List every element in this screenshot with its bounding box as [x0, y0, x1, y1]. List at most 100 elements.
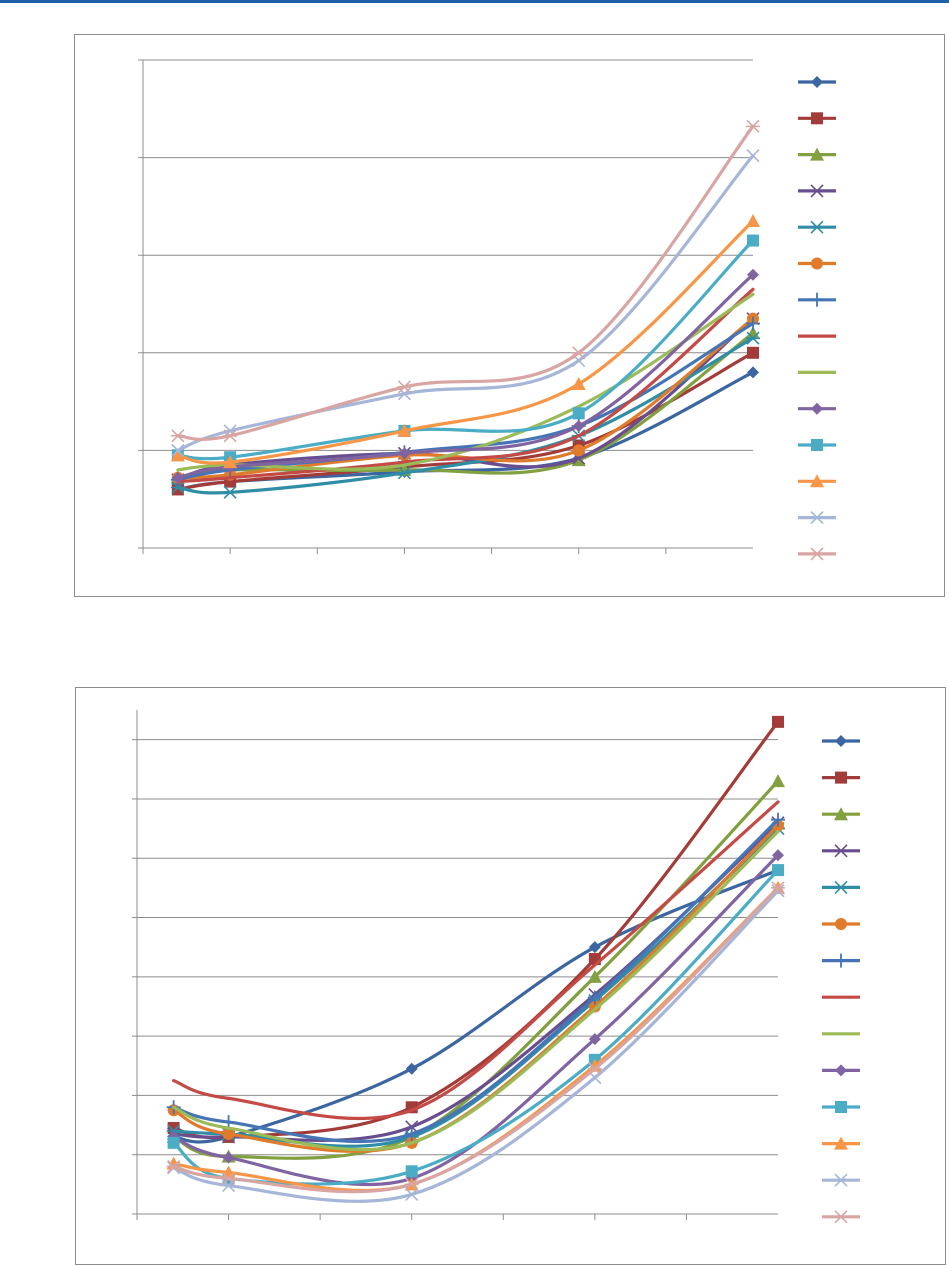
data-point — [166, 1159, 181, 1174]
chart-2-series-13 — [167, 884, 785, 1203]
chart-1-series-13 — [171, 149, 760, 457]
data-point — [747, 346, 759, 359]
series-line — [176, 154, 755, 452]
data-point — [404, 1177, 419, 1191]
legend-entry — [822, 735, 860, 747]
data-point — [746, 149, 760, 163]
data-point — [223, 455, 238, 469]
data-point — [772, 849, 784, 862]
legend-entry — [798, 474, 836, 488]
series-line — [172, 829, 780, 1152]
legend-marker — [834, 1210, 848, 1224]
legend-marker — [834, 1136, 848, 1150]
data-point — [747, 268, 759, 281]
data-point — [397, 466, 412, 480]
legend-marker — [834, 953, 848, 968]
data-point — [221, 1171, 236, 1185]
data-point — [587, 990, 602, 1005]
legend-marker — [811, 402, 823, 415]
data-point — [587, 1062, 602, 1076]
legend-marker — [834, 880, 848, 894]
legend-marker — [811, 257, 823, 270]
chart-2-series-2 — [167, 715, 784, 1143]
legend-marker — [810, 292, 824, 307]
legend-entry — [798, 547, 836, 561]
chart-2 — [132, 710, 860, 1224]
data-point — [170, 480, 185, 495]
legend-entry — [798, 292, 836, 307]
data-point — [222, 1127, 235, 1140]
legend-marker — [810, 147, 824, 161]
data-point — [571, 346, 586, 360]
legend-entry — [822, 953, 860, 968]
chart-1-frame — [74, 34, 945, 597]
legend-entry — [798, 257, 836, 270]
data-point — [772, 715, 784, 728]
legend-entry — [798, 147, 836, 161]
legend-marker — [810, 220, 824, 234]
data-point — [747, 366, 759, 379]
data-point — [397, 423, 412, 437]
legend-entry — [798, 511, 836, 525]
data-point — [771, 884, 785, 898]
data-point — [572, 444, 585, 457]
legend-marker — [834, 844, 848, 858]
data-point — [222, 1151, 235, 1164]
chart-2-gridlines — [132, 739, 778, 1156]
legend-marker — [835, 1064, 847, 1077]
data-point — [771, 812, 785, 827]
legend-entry — [798, 402, 836, 415]
legend-entry — [798, 184, 836, 198]
legend-entry — [822, 1064, 860, 1077]
chart-1 — [138, 59, 836, 561]
data-point — [167, 1136, 180, 1149]
legend-entry — [798, 439, 836, 451]
legend-entry — [822, 918, 860, 930]
legend-entry — [822, 1173, 860, 1187]
data-point — [588, 941, 601, 954]
chart-1-series-14 — [170, 119, 760, 443]
data-point — [170, 448, 185, 462]
data-point — [223, 485, 238, 499]
chart-1-series-12 — [170, 214, 760, 469]
legend-marker — [835, 918, 847, 930]
series-line — [172, 800, 780, 1121]
data-point — [170, 429, 185, 443]
legend-marker — [835, 771, 847, 784]
data-point — [171, 443, 185, 457]
data-point — [771, 881, 785, 895]
data-point — [398, 447, 411, 460]
legend-marker — [810, 184, 824, 198]
series-line — [172, 886, 780, 1194]
data-point — [171, 471, 184, 484]
data-point — [588, 1000, 601, 1013]
chart-2-series-14 — [166, 881, 785, 1194]
legend-marker — [810, 474, 824, 488]
legend-entry — [822, 807, 860, 821]
series-line — [172, 720, 780, 1140]
legend-entry — [798, 76, 836, 88]
data-point — [404, 1126, 419, 1141]
legend-marker — [810, 547, 824, 561]
data-point — [571, 377, 586, 391]
data-point — [397, 387, 411, 401]
data-point — [405, 1062, 418, 1075]
legend-entry — [822, 1136, 860, 1150]
data-point — [405, 1165, 418, 1178]
legend-entry — [822, 771, 860, 784]
data-point — [746, 331, 760, 345]
data-point — [747, 234, 759, 247]
chart-1-series-8 — [176, 287, 755, 484]
series-line — [176, 317, 755, 482]
data-point — [587, 969, 602, 983]
legend-marker — [810, 511, 824, 525]
data-point — [572, 420, 585, 432]
chart-2-series-8 — [172, 800, 780, 1121]
data-point — [572, 407, 585, 420]
chart-2-series-9 — [172, 829, 780, 1152]
data-point — [397, 380, 412, 394]
legend-entry — [798, 220, 836, 234]
data-point — [746, 326, 760, 340]
data-point — [223, 429, 238, 443]
legend-marker — [811, 439, 823, 451]
